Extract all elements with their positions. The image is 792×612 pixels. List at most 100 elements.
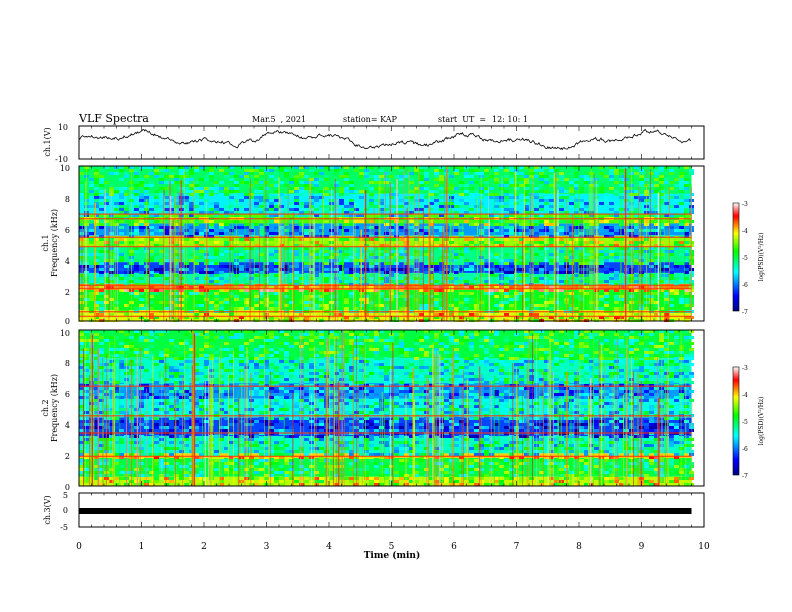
ch1-spectrogram-cell — [239, 235, 244, 238]
ch1-spectrogram-cell — [619, 283, 624, 286]
ch2-spectrogram-cell — [259, 420, 264, 423]
ch2-spectrogram-cell — [249, 483, 254, 486]
ch1-spectrogram-cell — [314, 256, 319, 259]
ch1-spectrogram-cell — [249, 169, 254, 172]
ch1-spectrogram-cell — [424, 265, 429, 268]
ch1-spectrogram-cell — [139, 226, 144, 229]
ch1-spectrogram-cell — [439, 259, 444, 262]
ch1-spectrogram-cell — [214, 298, 219, 301]
ch1-spectrogram-cell — [464, 286, 469, 289]
ch1-spectrogram-sferic-line — [379, 177, 381, 321]
ch2-spectrogram-cell — [244, 357, 249, 360]
ch1-spectrogram-cell — [389, 271, 394, 274]
ch1-spectrogram-cell — [514, 250, 519, 253]
ch1-spectrogram-cell — [609, 208, 614, 211]
ch1-spectrogram-cell — [174, 205, 179, 208]
ch2-spectrogram-cell — [204, 402, 209, 405]
ch1-spectrogram-cell — [374, 181, 379, 184]
ch1-spectrogram-cell — [134, 229, 139, 232]
ch2-spectrogram-cell — [184, 390, 189, 393]
ch1-spectrogram-sferic-line — [319, 233, 321, 321]
ch1-spectrogram-cell — [569, 256, 574, 259]
ch1-spectrogram-sferic-line — [146, 199, 148, 321]
ch1-spectrogram-cell — [614, 232, 619, 235]
ch2-spectrogram-cell — [109, 468, 114, 471]
ch1-spectrogram-cell — [99, 283, 104, 286]
ch1-spectrogram-cell — [534, 220, 539, 223]
ch1-spectrogram-cell — [504, 202, 509, 205]
ch1-spectrogram-cell — [654, 220, 659, 223]
ch1-spectrogram-cell — [549, 223, 554, 226]
ch1-spectrogram-cell — [124, 274, 129, 277]
ch1-spectrogram-cell — [604, 253, 609, 256]
ch1-spectrogram-cell — [309, 187, 314, 190]
ch2-spectrogram-cell — [79, 330, 84, 333]
ch1-spectrogram-cell — [659, 169, 664, 172]
ch1-spectrogram-cell — [334, 181, 339, 184]
ch2-spectrogram-cell — [254, 372, 259, 375]
ch2-spectrogram-cell — [94, 408, 99, 411]
ch1-spectrogram-cell — [149, 214, 154, 217]
ch1-spectrogram-cell — [654, 214, 659, 217]
ch2-spectrogram-cell — [254, 468, 259, 471]
ch1-spectrogram-cell — [639, 175, 644, 178]
ch1-spectrogram-cell — [224, 193, 229, 196]
ch1-spectrogram-cell — [599, 262, 604, 265]
ch1-spectrogram-cell — [264, 235, 269, 238]
ch1-spectrogram-cell — [544, 244, 549, 247]
ch1-spectrogram-cell — [174, 232, 179, 235]
ch1-spectrogram-cell — [134, 190, 139, 193]
ch1-spectrogram-cell — [309, 295, 314, 298]
ch1-spectrogram-cell — [429, 229, 434, 232]
ch1-spectrogram-cell — [344, 205, 349, 208]
ch2-spectrogram-cell — [179, 396, 184, 399]
ch1-spectrogram-cell — [219, 208, 224, 211]
ch1-spectrogram-cell — [369, 238, 374, 241]
ch2-spectrogram-cell — [299, 423, 304, 426]
ch1-spectrogram-cell — [604, 187, 609, 190]
ch1-spectrogram-cell — [519, 244, 524, 247]
ch2-spectrogram-cell — [84, 387, 89, 390]
ch1-spectrogram-cell — [534, 190, 539, 193]
ch2-spectrogram-cell — [84, 351, 89, 354]
ch1-spectrogram-cell — [199, 286, 204, 289]
ch1-spectrogram-cell — [679, 172, 684, 175]
ch1-spectrogram-cell — [504, 295, 509, 298]
ch1-spectrogram-cell — [249, 229, 254, 232]
ch1-spectrogram-cell — [664, 280, 669, 283]
ch2-spectrogram-cell — [94, 465, 99, 468]
ch1-spectrogram-sferic-line — [370, 212, 372, 321]
ch1-spectrogram-cell — [684, 268, 689, 271]
ch1-spectrogram-cell — [454, 262, 459, 265]
ch2-spectrogram-cell — [244, 462, 249, 465]
ch1-spectrogram-cell — [214, 247, 219, 250]
ch2-spectrogram-cell — [264, 357, 269, 360]
ch1-spectrogram-cell — [509, 166, 514, 169]
ch1-spectrogram-cell — [89, 190, 94, 193]
ch1-spectrogram-cell — [659, 256, 664, 259]
ch1-spectrogram-cell — [649, 301, 654, 304]
ch1-spectrogram-sferic-line — [169, 195, 172, 321]
ch1-spectrogram-cell — [344, 190, 349, 193]
ch1-spectrogram-cell — [99, 250, 104, 253]
ch2-spectrogram-cell — [304, 336, 309, 339]
ch1-spectrogram-cell — [649, 190, 654, 193]
ch1-spectrogram-cell — [594, 226, 599, 229]
ch1-spectrogram-cell — [99, 196, 104, 199]
ch1-spectrogram-cell — [639, 172, 644, 175]
ch1-spectrogram-cell — [644, 166, 649, 169]
ch1-spectrogram-cell — [469, 169, 474, 172]
ch2-spectrogram-cell — [249, 345, 254, 348]
ch1-spectrogram-cell — [674, 196, 679, 199]
ch1-spectrogram-cell — [404, 211, 409, 214]
ch1-spectrogram-cell — [154, 169, 159, 172]
ch1-spectrogram-cell — [304, 283, 309, 286]
ch1-spectrogram-cell — [619, 295, 624, 298]
ch1-spectrogram-cell — [544, 229, 549, 232]
ch1-spectrogram-cell — [289, 280, 294, 283]
ch2-spectrogram-cell — [154, 435, 159, 438]
ch1-spectrogram-cell — [349, 181, 354, 184]
ch1-spectrogram-cell — [504, 268, 509, 271]
ch2-spectrogram-cell — [209, 363, 214, 366]
ch2-spectrogram-cell — [274, 381, 279, 384]
